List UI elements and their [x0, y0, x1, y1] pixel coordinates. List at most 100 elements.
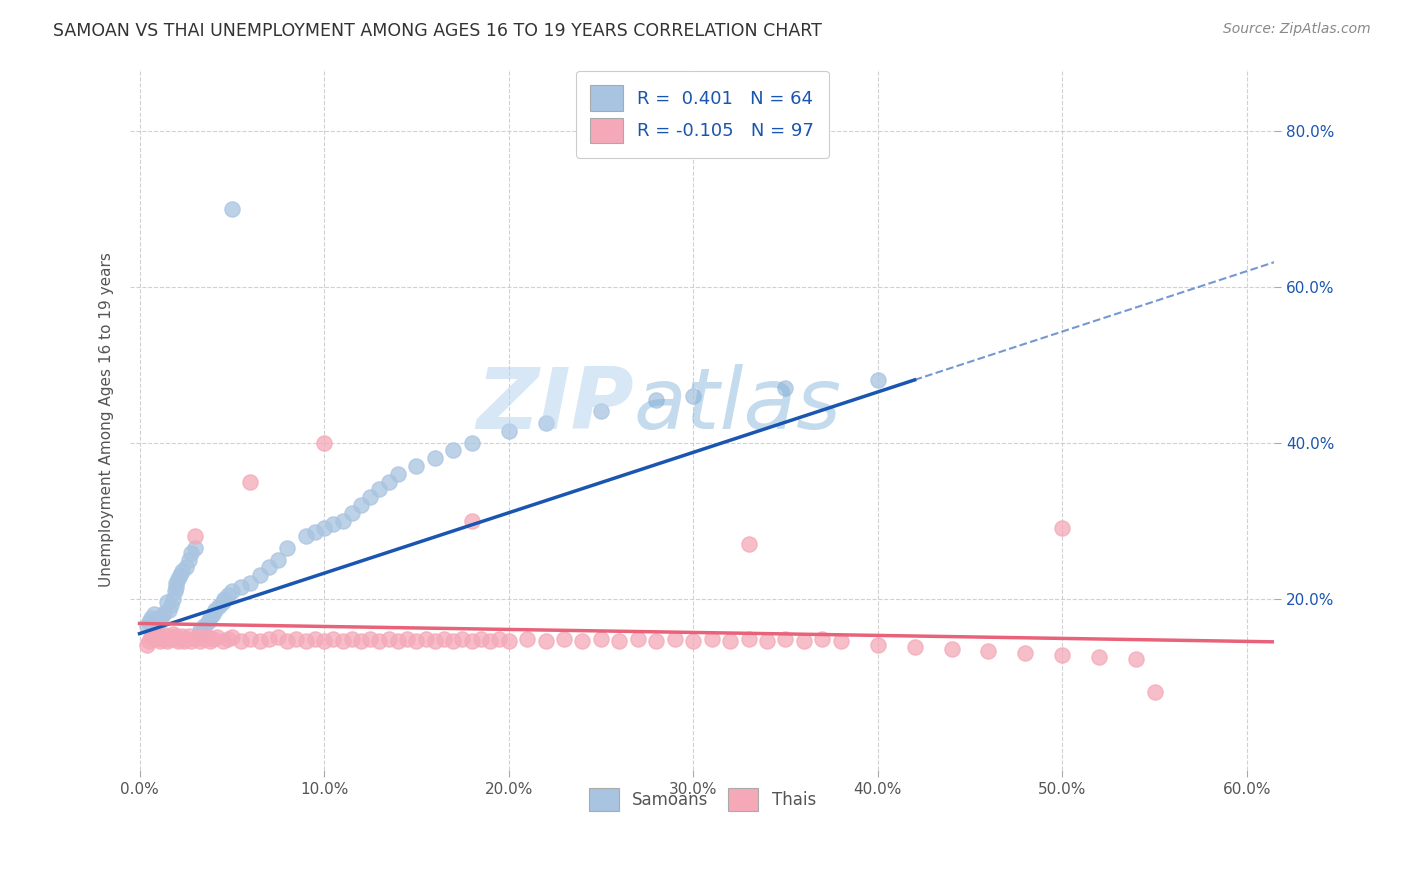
- Point: [488, 632, 510, 646]
- Point: [866, 373, 889, 387]
- Point: [368, 483, 391, 497]
- Point: [737, 632, 759, 646]
- Point: [139, 611, 162, 625]
- Point: [516, 632, 538, 646]
- Point: [461, 634, 484, 648]
- Point: [162, 626, 184, 640]
- Point: [498, 424, 520, 438]
- Point: [718, 634, 741, 648]
- Point: [145, 613, 167, 627]
- Point: [174, 560, 197, 574]
- Point: [169, 568, 191, 582]
- Point: [340, 632, 363, 646]
- Point: [239, 632, 262, 646]
- Point: [155, 628, 177, 642]
- Point: [415, 632, 437, 646]
- Point: [461, 435, 484, 450]
- Point: [180, 546, 202, 560]
- Point: [405, 634, 427, 648]
- Point: [138, 615, 160, 629]
- Point: [167, 634, 190, 648]
- Point: [387, 467, 409, 481]
- Point: [866, 638, 889, 652]
- Point: [136, 619, 159, 633]
- Point: [977, 644, 1000, 658]
- Point: [221, 202, 243, 216]
- Point: [553, 632, 575, 646]
- Point: [682, 634, 704, 648]
- Point: [150, 632, 173, 646]
- Point: [211, 634, 233, 648]
- Point: [187, 629, 209, 643]
- Point: [249, 634, 271, 648]
- Point: [405, 458, 427, 473]
- Point: [166, 576, 188, 591]
- Point: [197, 615, 219, 629]
- Point: [664, 632, 686, 646]
- Point: [197, 631, 219, 645]
- Point: [1088, 650, 1111, 665]
- Point: [830, 634, 852, 648]
- Point: [340, 506, 363, 520]
- Point: [193, 619, 215, 633]
- Point: [793, 634, 815, 648]
- Point: [322, 517, 344, 532]
- Point: [441, 634, 464, 648]
- Point: [146, 616, 169, 631]
- Point: [267, 631, 290, 645]
- Point: [167, 572, 190, 586]
- Point: [285, 632, 308, 646]
- Point: [184, 529, 207, 543]
- Point: [145, 632, 167, 646]
- Point: [775, 632, 797, 646]
- Point: [1014, 646, 1036, 660]
- Point: [160, 631, 183, 645]
- Point: [180, 634, 202, 648]
- Point: [229, 634, 252, 648]
- Point: [190, 634, 212, 648]
- Point: [377, 475, 399, 489]
- Text: SAMOAN VS THAI UNEMPLOYMENT AMONG AGES 16 TO 19 YEARS CORRELATION CHART: SAMOAN VS THAI UNEMPLOYMENT AMONG AGES 1…: [53, 22, 823, 40]
- Point: [1125, 651, 1147, 665]
- Point: [461, 514, 484, 528]
- Point: [174, 632, 197, 646]
- Point: [423, 451, 446, 466]
- Point: [294, 634, 316, 648]
- Point: [700, 632, 723, 646]
- Point: [217, 632, 239, 646]
- Point: [359, 490, 381, 504]
- Point: [162, 591, 184, 606]
- Point: [534, 416, 557, 430]
- Point: [470, 632, 492, 646]
- Point: [775, 381, 797, 395]
- Point: [143, 626, 166, 640]
- Text: Source: ZipAtlas.com: Source: ZipAtlas.com: [1223, 22, 1371, 37]
- Point: [221, 583, 243, 598]
- Point: [441, 443, 464, 458]
- Point: [314, 521, 336, 535]
- Point: [204, 603, 226, 617]
- Point: [756, 634, 779, 648]
- Point: [146, 629, 169, 643]
- Point: [941, 642, 963, 657]
- Point: [682, 389, 704, 403]
- Point: [211, 595, 233, 609]
- Point: [170, 564, 193, 578]
- Point: [332, 514, 354, 528]
- Point: [904, 640, 927, 654]
- Point: [157, 603, 180, 617]
- Point: [368, 634, 391, 648]
- Point: [193, 632, 215, 646]
- Point: [257, 632, 280, 646]
- Point: [152, 606, 174, 620]
- Point: [187, 626, 209, 640]
- Point: [571, 634, 593, 648]
- Point: [139, 631, 162, 645]
- Y-axis label: Unemployment Among Ages 16 to 19 years: Unemployment Among Ages 16 to 19 years: [100, 252, 114, 587]
- Point: [1052, 521, 1074, 535]
- Point: [1052, 648, 1074, 662]
- Point: [534, 634, 557, 648]
- Point: [166, 629, 188, 643]
- Point: [156, 634, 179, 648]
- Point: [479, 634, 502, 648]
